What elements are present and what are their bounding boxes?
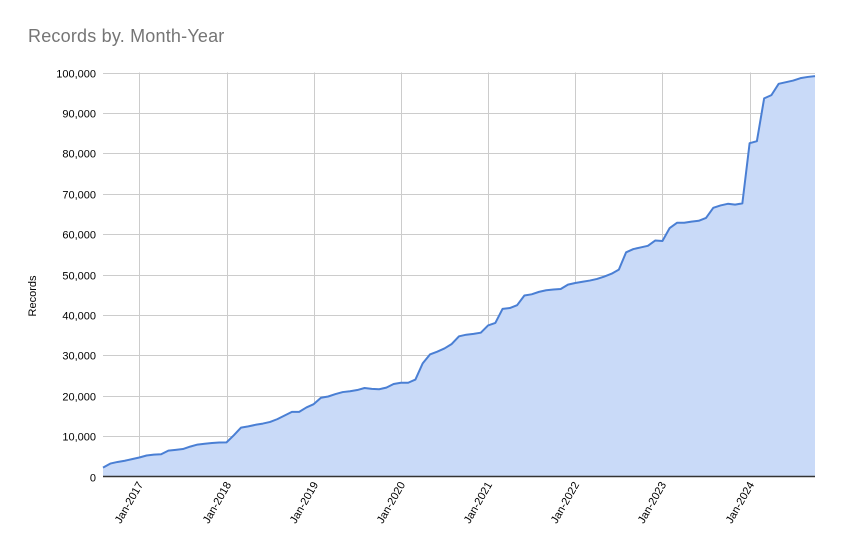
y-tick-label: 90,000 [62, 109, 96, 121]
x-tick-label: Jan-2019 [288, 480, 321, 526]
data-area [102, 75, 816, 477]
x-tick-label: Jan-2018 [201, 480, 234, 526]
y-tick-label: 0 [90, 473, 96, 485]
y-tick-label: 10,000 [62, 432, 96, 444]
x-tick-label: Jan-2024 [724, 480, 757, 526]
y-tick-label: 70,000 [62, 190, 96, 202]
x-tick-label: Jan-2023 [636, 480, 669, 526]
y-tick-label: 40,000 [62, 311, 96, 323]
chart-title: Records by. Month-Year [28, 26, 225, 46]
y-tick-label: 100,000 [56, 69, 96, 81]
x-tick-label: Jan-2020 [375, 480, 408, 526]
x-tick-label: Jan-2017 [113, 480, 146, 526]
area-fill [103, 76, 815, 477]
x-tick-label: Jan-2021 [462, 480, 495, 526]
y-tick-label: 80,000 [62, 149, 96, 161]
x-axis-ticks: Jan-2017 Jan-2018 Jan-2019 Jan-2020 Jan-2021… [113, 480, 757, 526]
y-tick-label: 30,000 [62, 351, 96, 363]
series-line [102, 75, 816, 469]
y-tick-label: 50,000 [62, 271, 96, 283]
y-axis-ticks: 0 10,000 20,000 30,000 40,000 50,000 60,000 70,… [56, 69, 96, 485]
y-tick-label: 20,000 [62, 392, 96, 404]
y-tick-label: 60,000 [62, 230, 96, 242]
x-tick-label: Jan-2022 [549, 480, 582, 526]
